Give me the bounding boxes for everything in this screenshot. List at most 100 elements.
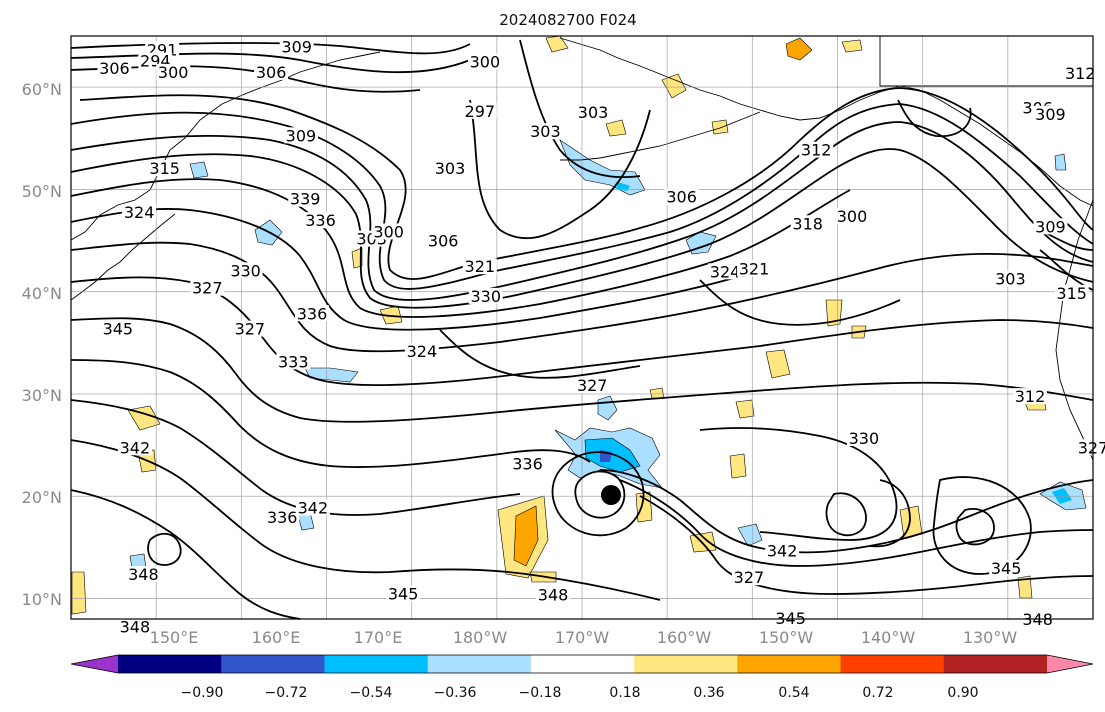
contour-label: 333: [278, 352, 309, 371]
contour-label: 309: [281, 37, 312, 56]
contour-label-background: [117, 439, 152, 456]
contour-line: [639, 495, 1094, 595]
contour-label: 303: [995, 269, 1026, 288]
contour-label-background: [156, 63, 191, 80]
contour-label: 348: [120, 617, 151, 636]
contour-label-background: [190, 279, 225, 296]
contour-line: [619, 479, 1094, 567]
contour-label-background: [1063, 64, 1098, 81]
contour-line: [70, 317, 1094, 423]
contour-label-background: [731, 569, 766, 586]
contour-label: 342: [298, 499, 329, 518]
colorbar-tick-label: 0.90: [947, 685, 978, 701]
contour-line: [519, 39, 641, 179]
contour-label-background: [122, 204, 157, 221]
lon-tick-label: 180°W: [453, 628, 508, 647]
shade-patch-orange: [785, 37, 813, 61]
contour-label: 336: [297, 304, 328, 323]
colorbar-tick-label: −0.54: [350, 685, 393, 701]
contour-label: 345: [388, 585, 419, 604]
contour-label-background: [1033, 105, 1068, 122]
contour-line: [897, 99, 972, 137]
lat-tick-label: 60°N: [22, 80, 62, 99]
colorbar-tick-label: 0.18: [609, 685, 640, 701]
contour-line: [869, 479, 911, 548]
contour-line: [574, 470, 626, 519]
shade-patch-blue: [304, 367, 359, 383]
lon-tick-label: 140°W: [861, 628, 916, 647]
colorbar-tick-label: −0.18: [519, 685, 562, 701]
shade-patch-blue-dark: [616, 182, 630, 191]
shade-patch-blue: [737, 523, 763, 547]
contour-label-background: [228, 262, 263, 279]
contour-label: 342: [767, 542, 798, 561]
colorbar-min-extension: [71, 655, 118, 673]
contour-label-background: [536, 586, 571, 603]
colorbar-outline: [70, 654, 1094, 674]
contour-label: 300: [837, 207, 868, 226]
contour-label-background: [799, 141, 834, 158]
colorbar-tick-label: 0.36: [693, 685, 724, 701]
contour-label: 312: [1065, 64, 1096, 83]
contour-label: 330: [849, 429, 880, 448]
contour-line: [699, 279, 901, 326]
contour-label-background: [254, 63, 289, 80]
coastline-japan: [70, 213, 176, 301]
lon-tick-label: 150°W: [759, 628, 814, 647]
contour-label-background: [1033, 218, 1068, 235]
lon-tick-label: 160°W: [657, 628, 712, 647]
shade-patch-yellow: [711, 119, 729, 135]
contour-label-background: [303, 212, 338, 229]
contour-label: 327: [577, 376, 608, 395]
coastline-east-asia: [70, 51, 381, 241]
contour-label-background: [386, 585, 421, 602]
contour-line: [70, 208, 761, 331]
contour-label: 309: [286, 126, 317, 145]
shade-patch-yellow: [71, 571, 87, 615]
contour-line: [70, 439, 661, 601]
lon-tick-label: 150°E: [150, 628, 199, 647]
colorbar-segment: [324, 655, 429, 673]
lon-tick-label: 130°W: [963, 628, 1018, 647]
contour-label-background: [97, 59, 132, 76]
contour-label: 300: [470, 53, 501, 72]
contour-label: 303: [530, 122, 561, 141]
colorbar-segment: [840, 655, 945, 673]
contour-line: [70, 42, 471, 55]
contour-label-background: [462, 102, 497, 119]
contour-label-background: [467, 53, 502, 70]
contour-line: [70, 399, 521, 516]
colorbar-segment: [634, 655, 738, 673]
contour-label: 336: [305, 211, 336, 230]
contour-label-background: [773, 610, 808, 627]
colorbar-tick-label: 0.54: [778, 685, 809, 701]
contour-line: [932, 476, 1032, 575]
contour-label-background: [117, 618, 152, 635]
shade-patch-yellow: [899, 505, 923, 539]
contour-label-background: [664, 188, 699, 205]
contour-label-background: [279, 38, 314, 55]
contour-line: [79, 87, 1094, 280]
contour-label-background: [265, 508, 300, 525]
contour-line: [70, 359, 591, 468]
contour-label-background: [765, 542, 800, 559]
latitude-axis: 60°N 50°N 40°N 30°N 20°N 10°N: [22, 80, 62, 609]
contour-label-background: [100, 320, 135, 337]
colorbar-segment: [737, 655, 842, 673]
coastline-border-box: [879, 36, 1093, 87]
contour-line: [70, 121, 1094, 301]
contour-label-background: [288, 190, 323, 207]
contour-label-background: [232, 320, 267, 337]
contour-label-background: [576, 103, 611, 120]
contour-label-background: [528, 123, 563, 140]
contour-label: 324: [710, 262, 741, 281]
lon-tick-label: 170°E: [354, 628, 403, 647]
contour-label: 348: [128, 565, 159, 584]
contour-label-background: [790, 215, 825, 232]
contour-line: [825, 492, 867, 537]
contour-label-background: [510, 455, 545, 472]
contour-label: 342: [120, 438, 151, 457]
contour-label: 336: [267, 508, 298, 527]
contour-layer: [70, 39, 1094, 620]
contour-label-background: [1076, 439, 1105, 456]
